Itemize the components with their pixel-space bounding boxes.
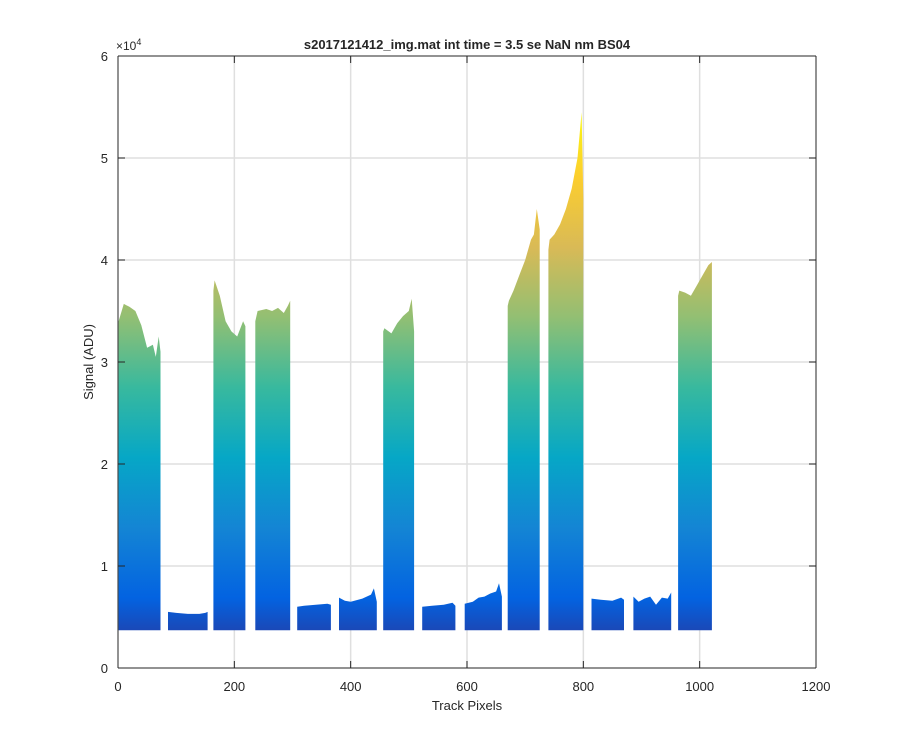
x-tick-label: 200 — [223, 679, 245, 694]
x-tick-label: 0 — [114, 679, 121, 694]
y-exponent-label: ×104 — [116, 37, 141, 53]
y-tick-label: 2 — [101, 457, 108, 472]
signal-area-low-4 — [422, 602, 456, 631]
chart-title: s2017121412_img.mat int time = 3.5 se Na… — [304, 37, 631, 52]
signal-area-band-3 — [255, 300, 291, 631]
signal-area-low-6 — [591, 597, 624, 631]
signal-area-band-6 — [548, 112, 584, 631]
y-tick-label: 4 — [101, 253, 108, 268]
x-ticks: 0 200 400 600 800 1000 1200 — [114, 56, 830, 694]
x-tick-label: 1000 — [685, 679, 714, 694]
y-axis-label: Signal (ADU) — [81, 324, 96, 400]
signal-area-band-7 — [678, 262, 712, 631]
x-tick-label: 800 — [572, 679, 594, 694]
y-tick-label: 1 — [101, 559, 108, 574]
y-tick-label: 5 — [101, 151, 108, 166]
signal-area-band-2 — [213, 280, 246, 631]
signal-area-band-5 — [507, 209, 540, 631]
y-ticks: 0 1 2 3 4 5 6 — [101, 49, 816, 676]
signal-area-band-4 — [383, 298, 415, 631]
signal-area-low-2 — [297, 603, 331, 631]
y-tick-label: 6 — [101, 49, 108, 64]
y-tick-label: 3 — [101, 355, 108, 370]
signal-area-band-1 — [118, 303, 161, 631]
signal-area-low-5 — [464, 583, 502, 631]
signal-area-low-7 — [633, 592, 672, 631]
x-tick-label: 400 — [340, 679, 362, 694]
y-tick-label: 0 — [101, 661, 108, 676]
x-tick-label: 1200 — [802, 679, 831, 694]
x-axis-label: Track Pixels — [432, 698, 503, 713]
signal-area-low-3 — [339, 588, 377, 631]
signal-areas — [118, 112, 712, 631]
x-tick-label: 600 — [456, 679, 478, 694]
signal-area-low-1 — [168, 611, 208, 631]
